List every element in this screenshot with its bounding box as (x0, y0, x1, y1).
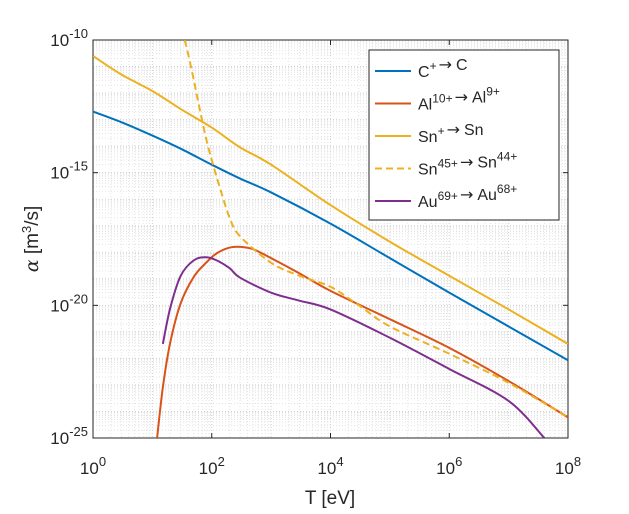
series-group (93, 40, 568, 438)
x-tick-label: 104 (317, 454, 343, 478)
legend-label-1: C+ → C (418, 55, 468, 81)
y-axis-symbol: α (21, 259, 43, 272)
series-line-4 (183, 40, 568, 419)
series-line-3 (93, 55, 568, 345)
y-tick-label: 10-25 (50, 424, 88, 448)
series-line-2 (156, 245, 568, 438)
legend-label-2: Al10+ → Al9+ (418, 85, 500, 114)
y-axis-unit-exp: 3 (19, 226, 34, 233)
legend-label-3: Sn+ → Sn (418, 120, 484, 146)
y-axis-unit-close: /s] (22, 206, 43, 226)
y-axis-label: α [m3/s] (19, 206, 43, 273)
legend-items: C+ → C Al10+ → Al9+ Sn+ → Sn Sn45+ → Sn44+ Au69+ → Au6… (375, 55, 517, 211)
legend-label-5: Au69+ → Au68+ (418, 182, 517, 211)
legend-label-4: Sn45+ → Sn44+ (418, 150, 517, 179)
ticks (92, 39, 569, 439)
series-line-1 (93, 110, 568, 362)
y-tick-label: 10-10 (50, 26, 88, 50)
x-tick-label: 100 (80, 454, 106, 478)
y-axis-unit-open: [m (22, 233, 43, 259)
x-tick-label: 108 (555, 454, 581, 478)
legend: C+ → C Al10+ → Al9+ Sn+ → Sn Sn45+ → Sn44+ Au69+ → Au6… (368, 49, 560, 221)
series-line-5 (161, 256, 546, 438)
x-tick-label: 102 (199, 454, 225, 478)
y-tick-label: 10-20 (50, 291, 88, 315)
tick-labels: 100 102 104 106 108 10-10 10-15 10-20 10-25 (50, 26, 581, 478)
x-tick-label: 106 (436, 454, 462, 478)
y-tick-label: 10-15 (50, 159, 88, 183)
x-axis-label: T [eV] (305, 488, 355, 509)
